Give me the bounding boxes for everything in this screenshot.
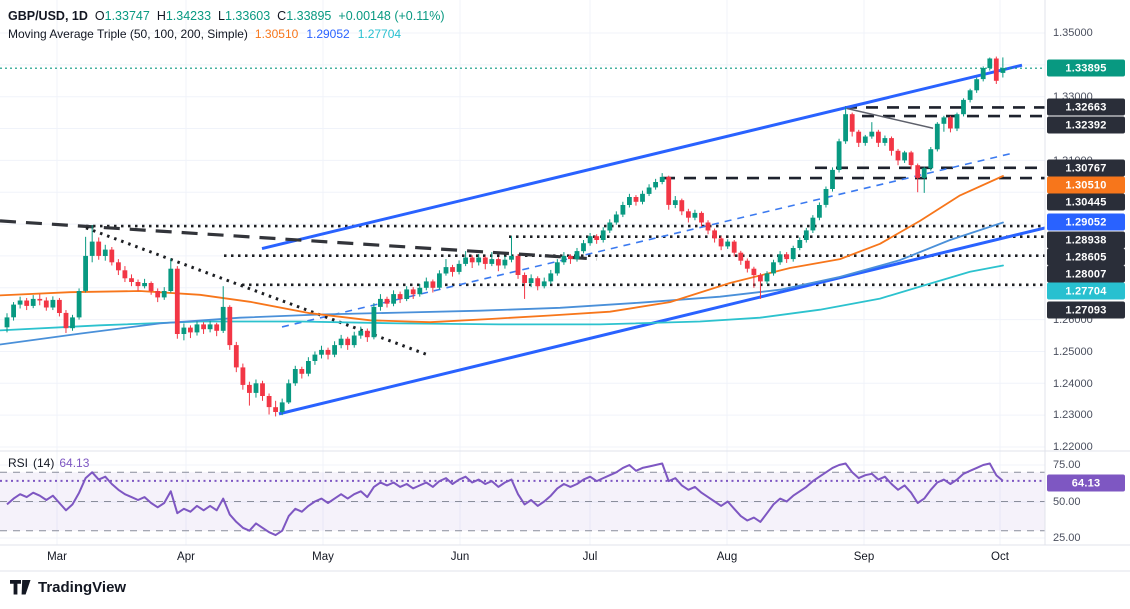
tradingview-watermark-text: TradingView [38,579,127,596]
price-axis-badge: 1.32392 [1047,116,1125,134]
rsi-params: (14) [33,456,55,470]
symbol-name: GBP/USD, 1D [8,9,88,23]
price-axis-label: 1.22000 [1053,441,1093,453]
price-axis-badge: 1.28007 [1047,265,1125,283]
time-axis-label: Oct [991,551,1009,563]
rsi-legend[interactable]: RSI (14) 64.13 [8,456,89,470]
rsi-axis-badge: 64.13 [1047,474,1125,492]
rsi-value: 64.13 [59,456,90,470]
price-axis-label: 1.24000 [1053,378,1093,390]
ma-values: 1.30510 1.29052 1.27704 [255,27,409,41]
time-axis-label: Mar [47,551,67,563]
price-axis-label: 1.23000 [1053,409,1093,421]
price-axis-badge: 1.29052 [1047,213,1125,231]
tradingview-logo-icon [10,580,31,595]
price-axis-badge: 1.28605 [1047,248,1125,266]
ma-legend[interactable]: Moving Average Triple (50, 100, 200, Sim… [8,27,409,41]
ma100-value: 1.29052 [306,27,350,41]
rsi-axis-label: 50.00 [1053,496,1081,508]
ohlc-open: O1.33747 [94,9,150,23]
ohlc-close: C1.33895 [277,9,332,23]
rsi-title: RSI [8,456,29,470]
ohlc-high: H1.34233 [156,9,212,23]
time-axis-label: Jul [582,551,598,563]
tradingview-watermark[interactable]: TradingView [10,579,126,596]
rsi-axis[interactable]: 75.00 50.00 25.00 64.13 [1046,0,1130,560]
time-axis-label: Jun [450,551,470,563]
price-axis-badge: 1.30445 [1047,193,1125,211]
price-axis-badge: 1.27093 [1047,301,1125,319]
time-axis[interactable]: Mar Apr May Jun Jul Aug Sep Oct [0,546,1045,570]
rsi-axis-label: 75.00 [1053,459,1081,471]
ohlc-low: L1.33603 [218,9,271,23]
rsi-axis-label: 25.00 [1053,532,1081,544]
price-axis-badge: 1.30510 [1047,176,1125,194]
price-axis-badge: 1.33895 [1047,59,1125,77]
price-change: +0.00148 (+0.11%) [338,9,445,23]
price-axis-label: 1.35000 [1053,27,1093,39]
price-axis-badge: 1.30767 [1047,159,1125,177]
time-axis-label: Aug [716,551,738,563]
time-axis-label: Sep [853,551,875,563]
price-axis-badge: 1.27704 [1047,282,1125,300]
price-axis-label: 1.25000 [1053,346,1093,358]
symbol-legend[interactable]: GBP/USD, 1D O1.33747 H1.34233 L1.33603 C… [8,9,445,23]
price-axis-badge: 1.32663 [1047,98,1125,116]
time-axis-label: May [312,551,334,563]
ma200-value: 1.27704 [357,27,402,41]
price-axis[interactable]: 1.350001.330001.310001.260001.250001.240… [1046,0,1130,546]
time-axis-label: Apr [177,551,195,563]
ma-title: Moving Average Triple (50, 100, 200, Sim… [8,27,248,41]
price-axis-badge: 1.28938 [1047,231,1125,249]
ma50-value: 1.30510 [254,27,299,41]
